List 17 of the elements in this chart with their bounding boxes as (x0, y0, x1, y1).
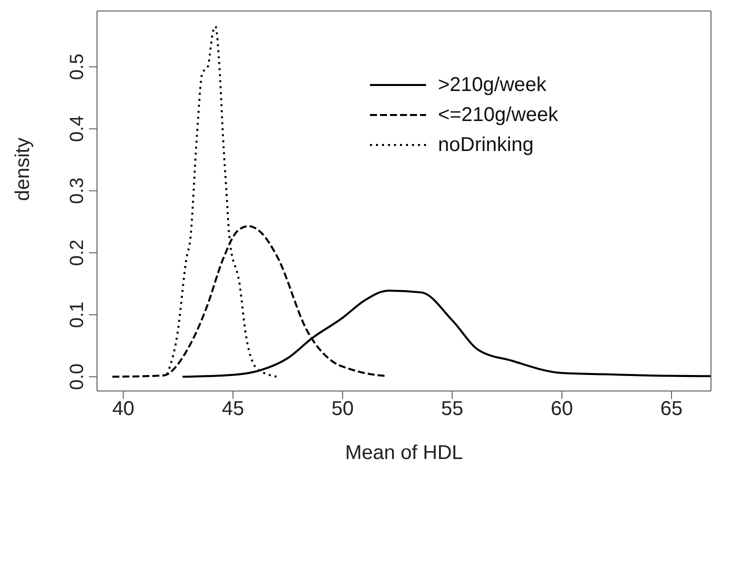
y-tick-label: 0.5 (67, 54, 88, 80)
legend-label: noDrinking (438, 134, 534, 156)
x-axis-title: Mean of HDL (345, 442, 463, 464)
x-tick-label: 50 (331, 398, 354, 420)
y-tick-label: 0.4 (67, 115, 88, 142)
y-tick-label: 0.2 (67, 240, 88, 266)
legend-label: <=210g/week (438, 104, 558, 126)
y-tick-label: 0.1 (67, 302, 88, 328)
y-axis-title: density (12, 138, 34, 201)
x-tick-label: 40 (112, 398, 134, 420)
x-tick-label: 45 (222, 398, 244, 420)
y-tick-label: 0.0 (67, 364, 88, 390)
x-tick-label: 65 (660, 398, 683, 420)
y-tick-label: 0.3 (67, 178, 88, 204)
x-tick-label: 60 (550, 398, 574, 420)
x-tick-label: 55 (441, 398, 464, 420)
legend-label: >210g/week (438, 74, 546, 96)
